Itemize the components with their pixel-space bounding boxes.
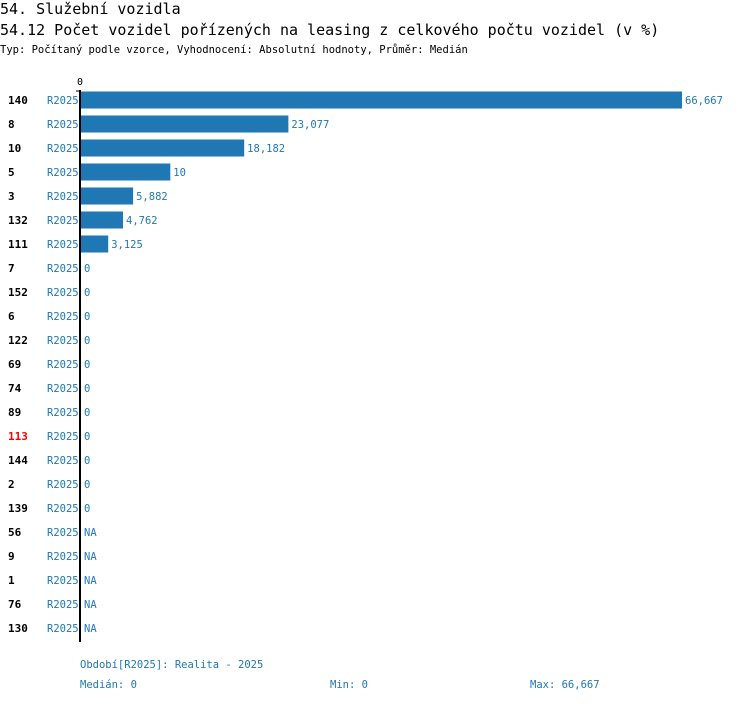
series-label: R2025 [47,143,79,155]
row-id-label: 76 [8,598,22,611]
series-label: R2025 [47,575,79,587]
row-id-label: 9 [8,550,15,563]
data-label: 23,077 [291,119,329,131]
series-label: R2025 [47,311,79,323]
row-id-label: 89 [8,406,21,419]
row-id-label: 132 [8,214,28,227]
data-label: 0 [84,479,90,491]
min-stat: Min: 0 [330,679,368,691]
series-label: R2025 [47,503,79,515]
row-id-label: 2 [8,478,15,491]
data-label: 3,125 [111,239,143,251]
data-label: 0 [84,311,90,323]
data-label: NA [84,623,97,635]
bar [80,235,109,253]
row-id-label: 74 [8,382,22,395]
row-id-label: 7 [8,262,15,275]
data-label: 0 [84,359,90,371]
row-id-label: 69 [8,358,21,371]
series-label: R2025 [47,215,79,227]
axis-tick-label: 0 [77,77,83,88]
data-label: 18,182 [247,143,285,155]
row-id-label: 139 [8,502,28,515]
chart-title: 54.12 Počet vozidel pořízených na leasin… [0,21,660,39]
series-label: R2025 [47,119,79,131]
row-id-label: 10 [8,142,21,155]
series-label: R2025 [47,599,79,611]
series-label: R2025 [47,167,79,179]
data-label: 66,667 [685,95,723,107]
data-label: 0 [84,335,90,347]
series-label: R2025 [47,263,79,275]
bar [80,91,682,109]
series-label: R2025 [47,95,79,107]
data-label: 0 [84,263,90,275]
series-label: R2025 [47,623,79,635]
median-stat: Medián: 0 [80,679,137,691]
data-label: 0 [84,503,90,515]
row-id-label: 144 [8,454,28,467]
data-label: NA [84,551,97,563]
row-id-label: 130 [8,622,28,635]
row-id-label: 5 [8,166,15,179]
section-title: 54. Služební vozidla [0,0,181,18]
data-label: 0 [84,431,90,443]
series-label: R2025 [47,383,79,395]
data-label: 0 [84,455,90,467]
bar [80,211,124,229]
row-id-label: 1 [8,574,15,587]
max-stat: Max: 66,667 [530,679,600,691]
series-label: R2025 [47,335,79,347]
row-id-label: 152 [8,286,28,299]
series-label: R2025 [47,359,79,371]
series-label: R2025 [47,239,79,251]
series-label: R2025 [47,407,79,419]
bar [80,187,134,205]
row-id-label: 122 [8,334,28,347]
data-label: 0 [84,383,90,395]
data-label: NA [84,575,97,587]
series-label: R2025 [47,527,79,539]
series-label: R2025 [47,191,79,203]
chart-subtitle: Typ: Počítaný podle vzorce, Vyhodnocení:… [0,44,468,56]
series-label: R2025 [47,455,79,467]
data-label: 10 [173,167,186,179]
row-id-label: 113 [8,430,28,443]
row-id-label: 6 [8,310,15,323]
data-label: 0 [84,287,90,299]
bar [80,163,171,181]
row-id-label: 56 [8,526,22,539]
row-id-label: 3 [8,190,15,203]
data-label: NA [84,527,97,539]
data-label: 0 [84,407,90,419]
row-id-label: 8 [8,118,15,131]
row-id-label: 140 [8,94,28,107]
data-label: 5,882 [136,191,168,203]
series-label: R2025 [47,479,79,491]
series-label: R2025 [47,287,79,299]
series-label: R2025 [47,551,79,563]
row-id-label: 111 [8,238,28,251]
series-label: R2025 [47,431,79,443]
data-label: NA [84,599,97,611]
bar [80,115,289,133]
data-label: 4,762 [126,215,158,227]
bar [80,139,245,157]
period-legend: Období[R2025]: Realita - 2025 [80,659,264,671]
